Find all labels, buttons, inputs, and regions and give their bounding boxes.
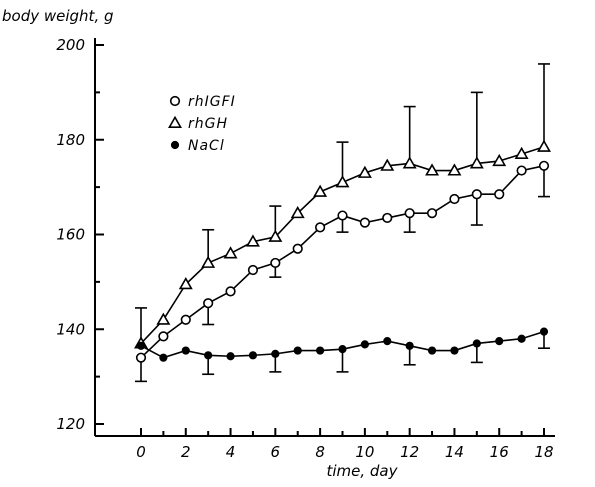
point-rhgh xyxy=(469,156,484,169)
point-nacl xyxy=(136,341,146,350)
legend-label-nacl: NaCl xyxy=(188,138,225,154)
point-nacl xyxy=(159,353,168,362)
point-rhgh xyxy=(380,158,395,171)
point-rhgh xyxy=(402,156,417,169)
y-tick-label: 160 xyxy=(56,226,85,244)
point-nacl xyxy=(271,349,280,358)
series-markers xyxy=(134,139,551,363)
point-nacl xyxy=(338,345,347,354)
point-nacl xyxy=(383,336,392,346)
point-nacl xyxy=(539,327,549,336)
point-rhigfi xyxy=(471,189,482,200)
point-rhigfi xyxy=(337,210,348,221)
point-rhgh xyxy=(313,184,328,197)
point-rhgh xyxy=(425,163,440,176)
point-nacl xyxy=(360,340,369,349)
x-tick-label: 2 xyxy=(181,443,191,461)
point-rhgh xyxy=(335,175,350,188)
legend-marker-rhigfi xyxy=(169,95,181,107)
point-rhigfi xyxy=(270,257,281,269)
point-rhgh xyxy=(537,139,551,152)
point-rhigfi xyxy=(292,243,303,254)
point-rhgh xyxy=(290,205,305,219)
x-tick-label: 0 xyxy=(136,443,146,461)
point-rhigfi xyxy=(158,331,169,342)
point-rhgh xyxy=(201,255,216,268)
x-tick-label: 16 xyxy=(490,443,509,461)
point-rhigfi xyxy=(180,314,191,325)
point-nacl xyxy=(293,346,302,355)
legend: rhIGFI rhGH NaCl xyxy=(168,94,236,154)
point-nacl xyxy=(472,339,481,348)
point-rhgh xyxy=(245,234,260,247)
x-tick-label: 6 xyxy=(271,443,281,461)
y-tick-label: 180 xyxy=(56,131,85,149)
point-rhigfi xyxy=(135,352,147,363)
legend-marker-nacl xyxy=(170,140,180,150)
x-tick-label: 4 xyxy=(226,443,236,461)
x-tick-label: 18 xyxy=(534,443,553,461)
series-line-rhigfi xyxy=(140,165,545,359)
point-rhgh xyxy=(223,246,238,259)
x-tick-label: 10 xyxy=(355,443,374,461)
x-axis-title: time, day xyxy=(326,462,398,480)
x-tick-label: 12 xyxy=(400,443,419,461)
y-axis-title: body weight, g xyxy=(2,7,114,25)
point-nacl xyxy=(181,346,190,355)
point-rhgh xyxy=(492,153,507,167)
point-rhigfi xyxy=(359,217,370,228)
point-nacl xyxy=(405,341,414,350)
point-rhigfi xyxy=(426,208,438,219)
point-rhgh xyxy=(357,165,372,178)
point-rhigfi xyxy=(315,222,326,233)
point-rhigfi xyxy=(382,212,393,224)
x-tick-label: 8 xyxy=(315,443,325,461)
y-tick-label: 140 xyxy=(56,320,85,338)
y-tick-label: 120 xyxy=(56,415,85,433)
axes: 120 140 160 180 200 0 2 4 6 8 10 12 14 16 18 xyxy=(56,36,555,461)
point-nacl xyxy=(517,334,526,343)
point-rhigfi xyxy=(538,160,550,171)
point-rhigfi xyxy=(203,298,214,309)
point-rhgh xyxy=(178,277,193,290)
point-rhigfi xyxy=(247,264,259,276)
point-rhigfi xyxy=(225,286,236,297)
point-nacl xyxy=(450,346,459,355)
x-tick-label: 14 xyxy=(445,443,464,461)
legend-label-rhgh: rhGH xyxy=(188,116,228,132)
point-rhgh xyxy=(514,146,529,159)
point-rhgh xyxy=(156,312,171,325)
point-rhigfi xyxy=(516,165,527,176)
point-nacl xyxy=(204,351,213,360)
error-bars xyxy=(135,63,550,383)
point-rhgh xyxy=(447,163,462,176)
point-rhigfi xyxy=(404,208,415,219)
point-rhgh xyxy=(268,229,283,242)
point-nacl xyxy=(248,351,258,360)
legend-label-rhigfi: rhIGFI xyxy=(188,94,236,110)
point-nacl xyxy=(427,346,437,355)
legend-marker-rhgh xyxy=(168,115,182,128)
y-tick-label: 200 xyxy=(56,36,85,54)
point-rhigfi xyxy=(494,189,505,200)
point-nacl xyxy=(226,352,235,361)
point-nacl xyxy=(316,346,325,355)
point-nacl xyxy=(495,336,504,346)
point-rhigfi xyxy=(449,193,460,205)
